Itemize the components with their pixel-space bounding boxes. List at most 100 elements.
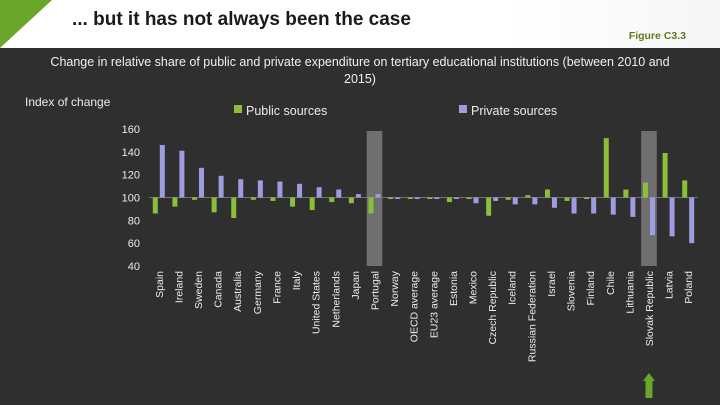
- y-tick-label: 120: [122, 170, 140, 182]
- bar-private: [355, 194, 361, 198]
- x-category-label: Netherlands: [330, 271, 342, 328]
- x-category-label: Norway: [389, 270, 401, 306]
- bar-public: [329, 197, 335, 203]
- bar-public: [505, 197, 511, 200]
- bar-private: [414, 197, 420, 199]
- title-accent-shape: [0, 0, 52, 48]
- x-category-label: France: [271, 271, 283, 304]
- bar-private: [238, 179, 244, 198]
- x-category-label: Finland: [585, 271, 597, 306]
- x-category-label: Latvia: [664, 271, 676, 299]
- bar-public: [290, 197, 296, 207]
- y-tick-label: 160: [122, 124, 140, 136]
- x-category-label: Estonia: [448, 271, 460, 306]
- bar-public: [525, 195, 531, 198]
- bar-public: [642, 182, 648, 198]
- bar-private: [277, 181, 283, 198]
- bar-public: [309, 197, 315, 211]
- legend: Public sources Private sources: [234, 104, 557, 118]
- arrow-shaft: [645, 380, 653, 398]
- x-category-label: Russian Federation: [526, 271, 538, 362]
- bar-public: [682, 180, 688, 198]
- x-category-label: Poland: [683, 271, 695, 304]
- bar-private: [689, 197, 695, 244]
- y-tick-label: 80: [128, 215, 140, 227]
- legend-public-swatch: [234, 105, 242, 113]
- bar-public: [466, 197, 472, 199]
- bar-public: [544, 189, 550, 198]
- bar-public: [211, 197, 217, 213]
- bar-public: [231, 197, 237, 219]
- title-band: [0, 0, 720, 48]
- x-category-label: Lithuania: [624, 271, 636, 314]
- x-category-label: Australia: [232, 271, 244, 312]
- bar-public: [427, 197, 433, 199]
- bar-private: [493, 197, 499, 201]
- bar-public: [662, 152, 668, 198]
- bar-private: [257, 180, 263, 198]
- arrow-icon: [642, 373, 655, 381]
- bar-public: [270, 197, 276, 201]
- x-category-label: Japan: [350, 271, 362, 300]
- bar-private: [551, 197, 557, 208]
- x-category-label: Czech Republic: [487, 271, 499, 345]
- y-tick-label: 100: [122, 193, 140, 205]
- bar-private: [199, 167, 205, 198]
- y-tick-label: 140: [122, 147, 140, 159]
- chart-title: Change in relative share of public and p…: [50, 55, 670, 86]
- bar-public: [486, 197, 492, 216]
- bar-private: [453, 197, 459, 199]
- x-category-label: Israel: [546, 271, 558, 297]
- x-category-label: Ireland: [173, 271, 185, 303]
- bar-public: [388, 197, 394, 199]
- x-category-label: Slovak Republic: [644, 271, 656, 346]
- legend-private-label: Private sources: [471, 104, 557, 118]
- bar-private: [630, 197, 636, 217]
- bar-public: [446, 197, 452, 203]
- x-category-label: Germany: [252, 270, 264, 314]
- bar-private: [591, 197, 597, 214]
- slide-title: ... but it has not always been the case: [72, 9, 411, 30]
- x-category-label: Mexico: [468, 271, 480, 304]
- x-category-label: Canada: [213, 271, 225, 308]
- bar-private: [610, 197, 616, 215]
- y-tick-label: 60: [128, 238, 140, 250]
- x-category-label: United States: [311, 271, 323, 334]
- bar-private: [649, 197, 655, 236]
- bar-private: [316, 187, 322, 198]
- x-category-label: Chile: [605, 271, 617, 295]
- bar-public: [603, 138, 609, 198]
- y-tick-label: 40: [128, 261, 140, 273]
- bar-private: [218, 175, 224, 198]
- highlight-band: [366, 131, 383, 266]
- bar-private: [179, 150, 185, 198]
- bar-private: [336, 189, 342, 198]
- bar-public: [623, 189, 629, 198]
- bar-public: [348, 197, 354, 204]
- bar-private: [395, 197, 401, 199]
- bar-public: [192, 197, 198, 200]
- x-category-label: Spain: [154, 271, 166, 298]
- x-category-label: Slovenia: [566, 271, 578, 311]
- bar-private: [159, 144, 165, 198]
- bar-public: [584, 197, 590, 199]
- x-category-label: Portugal: [369, 271, 381, 310]
- bar-private: [512, 197, 518, 205]
- x-category-label: Italy: [291, 270, 303, 290]
- y-axis-label: Index of change: [25, 95, 111, 109]
- bar-private: [669, 197, 675, 237]
- bar-private: [375, 194, 381, 198]
- bar-private: [473, 197, 479, 204]
- bar-public: [368, 197, 374, 214]
- plot-area: 40 60 80 100 120 140 160 Spain Ireland Sweden Cana…: [122, 124, 698, 398]
- bar-public: [152, 197, 158, 214]
- x-category-label: OECD average: [409, 271, 421, 342]
- x-category-label: Iceland: [507, 271, 519, 305]
- bar-private: [297, 183, 303, 198]
- bar-public: [172, 197, 178, 207]
- bar-public: [250, 197, 256, 200]
- bar-private: [571, 197, 577, 214]
- legend-public-label: Public sources: [246, 104, 327, 118]
- legend-private-swatch: [459, 105, 467, 113]
